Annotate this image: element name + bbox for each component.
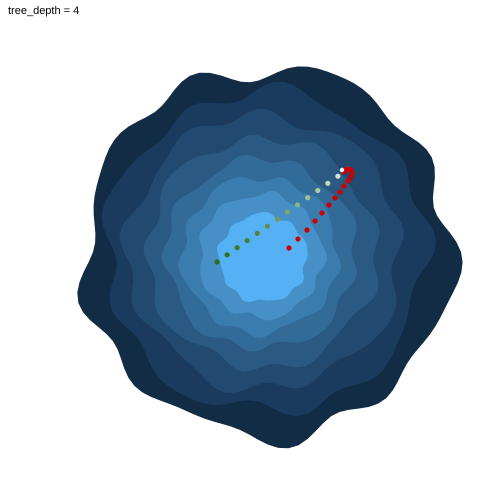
path-b-point bbox=[337, 189, 343, 195]
path-a-point bbox=[325, 180, 331, 186]
path-b-point bbox=[286, 245, 292, 251]
path-a-point bbox=[244, 237, 250, 244]
path-a-point bbox=[305, 195, 311, 201]
path-end-point bbox=[339, 167, 345, 173]
path-b-point bbox=[312, 218, 318, 224]
path-a-point bbox=[264, 223, 270, 229]
contour-band-8 bbox=[217, 211, 308, 302]
path-a-point bbox=[335, 173, 341, 179]
path-b-point bbox=[295, 236, 301, 242]
path-b-point bbox=[332, 195, 338, 201]
path-b-point bbox=[341, 183, 347, 189]
path-a-point bbox=[274, 216, 281, 222]
path-b-point bbox=[348, 174, 354, 180]
path-a-point bbox=[234, 245, 240, 251]
path-b-point bbox=[345, 178, 351, 184]
contour-bands bbox=[77, 66, 463, 449]
panel-title: tree_depth = 4 bbox=[8, 5, 80, 17]
path-a-point bbox=[214, 259, 220, 265]
path-a-point bbox=[284, 209, 291, 215]
path-a-point bbox=[295, 202, 301, 208]
path-a-point bbox=[315, 187, 321, 194]
path-b-point bbox=[319, 210, 325, 216]
path-a-point bbox=[254, 230, 260, 236]
path-b-point bbox=[304, 227, 310, 233]
optimization-paths bbox=[214, 166, 355, 265]
path-b-point bbox=[326, 202, 332, 208]
path-a-point bbox=[224, 252, 230, 258]
